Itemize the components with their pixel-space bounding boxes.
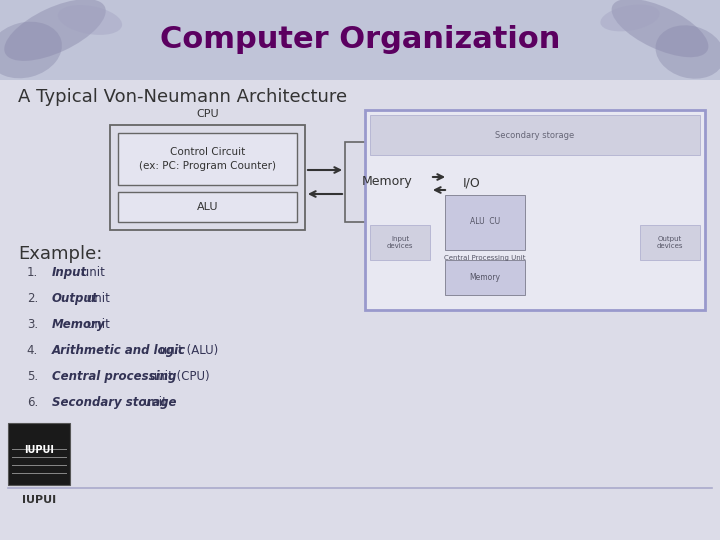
Ellipse shape	[0, 22, 62, 78]
Text: unit: unit	[84, 318, 110, 331]
Text: Central Processing Unit: Central Processing Unit	[444, 255, 526, 261]
Bar	[445, 195, 525, 250]
Text: 2.: 2.	[27, 292, 38, 305]
Bar	[448, 151, 496, 216]
Bar	[0, 80, 720, 540]
Text: unit: unit	[84, 292, 110, 305]
Text: I/O: I/O	[463, 177, 481, 190]
Text: Computer Organization: Computer Organization	[160, 25, 560, 55]
Text: unit: unit	[140, 396, 167, 409]
Text: Secondary storage: Secondary storage	[495, 131, 575, 139]
Bar	[445, 260, 525, 295]
Ellipse shape	[655, 25, 720, 79]
Ellipse shape	[600, 5, 660, 31]
Text: Output
devices: Output devices	[657, 235, 683, 248]
Bar	[110, 125, 305, 230]
Ellipse shape	[611, 0, 708, 57]
Bar	[640, 225, 700, 260]
Ellipse shape	[58, 5, 122, 35]
Bar	[370, 225, 430, 260]
Text: Input
devices: Input devices	[387, 235, 413, 248]
Text: Memory: Memory	[362, 176, 413, 188]
Text: Arithmetic and logic: Arithmetic and logic	[52, 344, 186, 357]
Text: unit: unit	[78, 266, 105, 279]
Text: 6.: 6.	[27, 396, 38, 409]
Text: Input: Input	[52, 266, 87, 279]
Text: unit (CPU): unit (CPU)	[145, 370, 210, 383]
Text: A Typical Von-Neumann Architecture: A Typical Von-Neumann Architecture	[18, 88, 347, 106]
Bar	[370, 115, 700, 155]
Text: 1.: 1.	[27, 266, 38, 279]
Text: Example:: Example:	[18, 245, 102, 263]
Bar	[365, 110, 705, 310]
Text: ALU  CU: ALU CU	[470, 218, 500, 226]
Text: Control Circuit
(ex: PC: Program Counter): Control Circuit (ex: PC: Program Counter…	[139, 147, 276, 171]
Text: 3.: 3.	[27, 318, 38, 331]
Text: ALU: ALU	[197, 202, 218, 212]
Text: Memory: Memory	[469, 273, 500, 282]
Text: Central processing: Central processing	[52, 370, 176, 383]
Text: Memory: Memory	[52, 318, 106, 331]
Text: IUPUI: IUPUI	[22, 495, 56, 505]
Ellipse shape	[4, 0, 106, 61]
Text: IUPUI: IUPUI	[24, 445, 54, 455]
Text: 4.: 4.	[27, 344, 38, 357]
Bar	[8, 423, 70, 485]
Text: 5.: 5.	[27, 370, 38, 383]
Bar	[345, 142, 430, 222]
Text: Secondary storage: Secondary storage	[52, 396, 176, 409]
Bar	[118, 133, 297, 185]
Bar	[0, 0, 720, 80]
Text: unit (ALU): unit (ALU)	[156, 344, 218, 357]
Text: CPU: CPU	[196, 109, 219, 119]
Bar	[118, 192, 297, 222]
Text: Output: Output	[52, 292, 99, 305]
